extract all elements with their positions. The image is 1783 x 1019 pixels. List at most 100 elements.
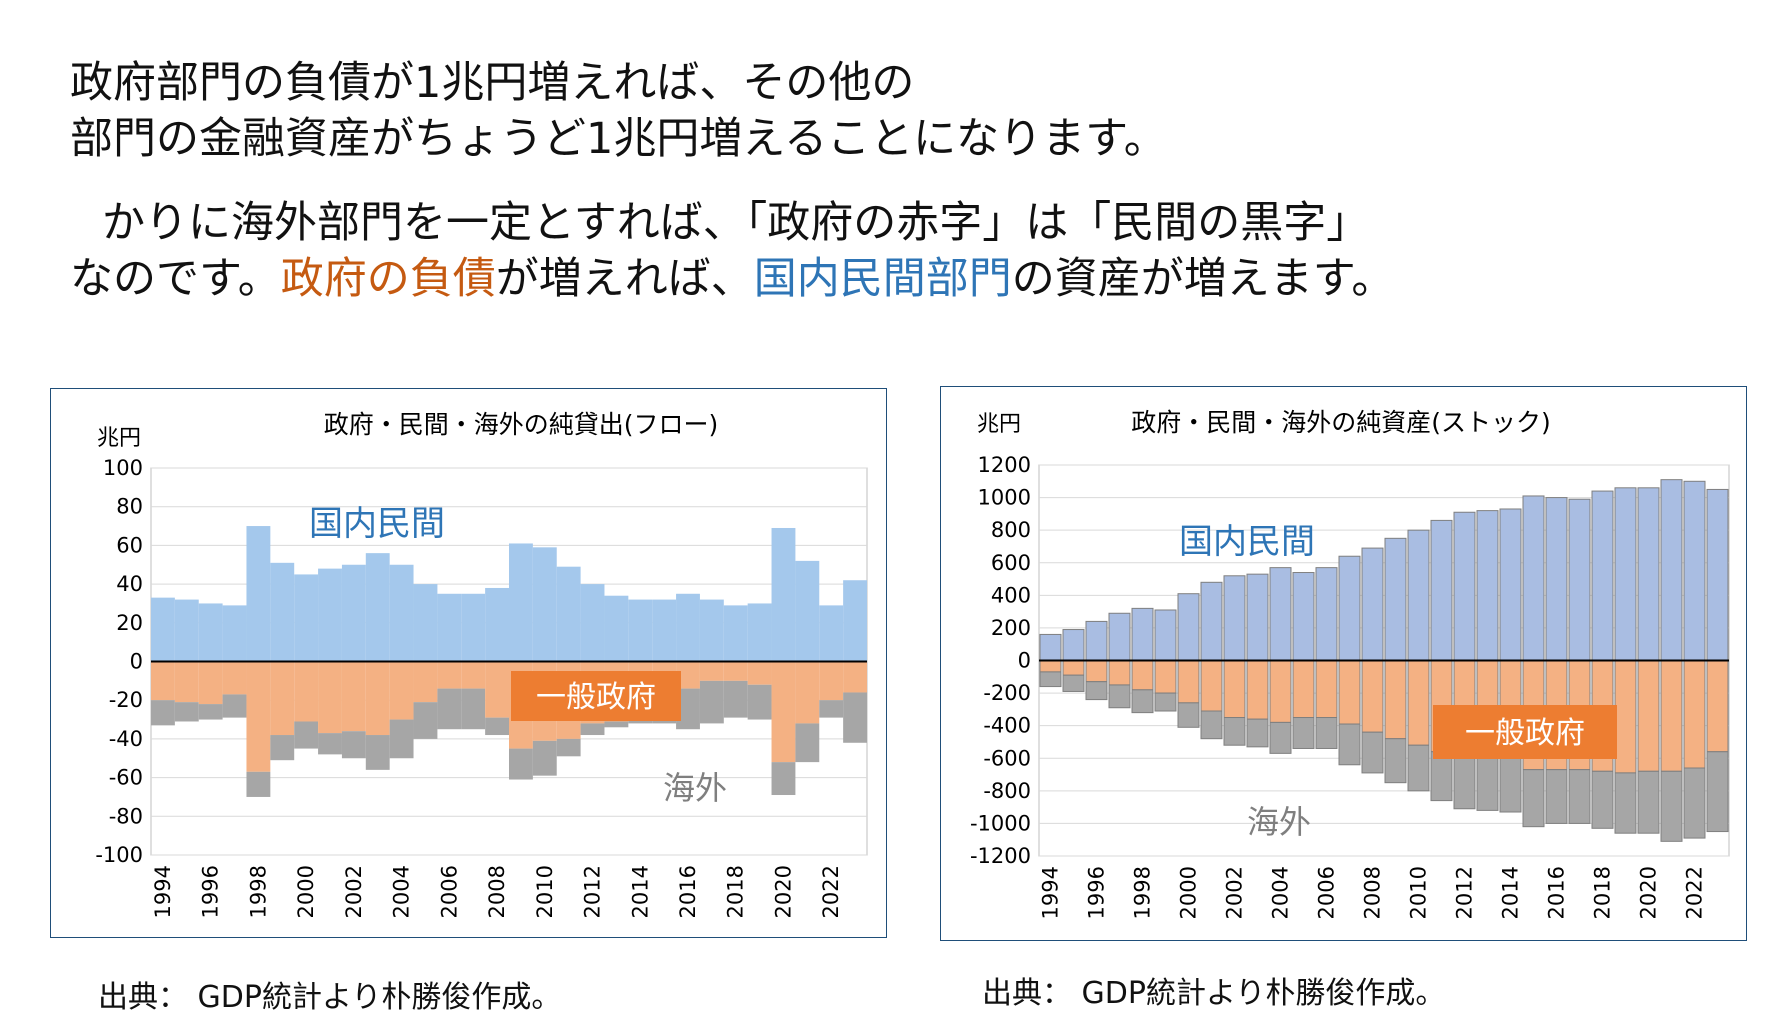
headline-line-4-part-a: なのです。 <box>70 254 281 304</box>
bar-government-1999 <box>1154 660 1177 694</box>
bar-private-2022 <box>1683 480 1706 661</box>
y-tick-label: -400 <box>983 714 1031 738</box>
bar-overseas-2014 <box>1499 757 1522 813</box>
bar-private-1999 <box>1154 609 1177 661</box>
x-tick-label-2004: 2004 <box>390 865 414 918</box>
bar-private-2010 <box>1407 529 1430 661</box>
bar-government-2020 <box>1637 660 1660 772</box>
bar-private-2001 <box>318 568 342 662</box>
bar-overseas-2002 <box>1223 717 1246 746</box>
bar-private-2021 <box>795 560 820 662</box>
bar-overseas-2010 <box>1407 744 1430 792</box>
x-tick-label-1996: 1996 <box>1085 866 1109 919</box>
bar-private-2006 <box>437 593 462 662</box>
bar-government-2007 <box>461 661 486 689</box>
bar-private-2008 <box>485 587 509 662</box>
bar-private-1994 <box>151 597 175 662</box>
bar-overseas-2002 <box>341 731 366 759</box>
headline-line-1: 政府部門の負債が1兆円増えれば、その他の <box>70 58 915 108</box>
bar-private-2020 <box>771 527 796 662</box>
bar-overseas-2022 <box>1683 767 1706 839</box>
bar-overseas-1997 <box>222 694 247 718</box>
annotation-government-box <box>511 671 681 721</box>
y-tick-label: 800 <box>991 518 1031 542</box>
x-tick-label-2002: 2002 <box>342 865 366 918</box>
bar-private-2022 <box>819 605 844 662</box>
bar-overseas-1996 <box>198 704 223 720</box>
y-tick-label: -200 <box>983 681 1031 705</box>
bar-private-2001 <box>1200 581 1223 661</box>
y-tick-label: -1000 <box>970 811 1031 835</box>
bar-overseas-2013 <box>1476 754 1499 811</box>
bar-overseas-2012 <box>580 723 605 736</box>
x-tick-label-2014: 2014 <box>1499 866 1523 919</box>
y-tick-label: 60 <box>116 533 143 557</box>
headline-line-4-part-e: の資産が増えます。 <box>1011 254 1395 304</box>
bar-overseas-2005 <box>413 702 438 739</box>
private-sector-highlight: 国内民間部門 <box>753 254 1012 304</box>
bar-government-1997 <box>222 661 247 695</box>
bar-private-2008 <box>1361 547 1384 661</box>
x-tick-label-2020: 2020 <box>771 865 795 918</box>
bar-government-2016 <box>676 661 700 689</box>
bar-overseas-2008 <box>1361 731 1384 774</box>
bar-private-2015 <box>652 599 677 662</box>
bar-government-2000 <box>1177 660 1200 704</box>
y-tick-label: 80 <box>116 495 143 519</box>
x-tick-label-2010: 2010 <box>533 865 557 918</box>
bar-government-2006 <box>1315 660 1338 719</box>
bar-overseas-2003 <box>365 735 390 770</box>
y-tick-label: -600 <box>983 746 1031 770</box>
bar-private-2019 <box>1614 487 1637 661</box>
annotation-overseas: 海外 <box>1247 803 1311 841</box>
bar-private-2007 <box>461 593 486 662</box>
bar-overseas-2012 <box>1453 752 1476 810</box>
bar-overseas-2015 <box>1522 769 1545 828</box>
bar-private-1996 <box>1085 620 1108 661</box>
bar-government-2002 <box>1223 660 1246 719</box>
bar-private-2023 <box>1706 488 1729 661</box>
bar-overseas-1998 <box>1131 689 1154 714</box>
bar-overseas-2006 <box>1315 717 1338 749</box>
x-tick-label-2000: 2000 <box>1177 866 1201 919</box>
x-tick-label-2022: 2022 <box>819 865 843 918</box>
bar-overseas-2011 <box>1430 751 1453 802</box>
bar-private-2017 <box>1568 498 1591 662</box>
unit-label: 兆円 <box>977 412 1021 437</box>
x-tick-label-2010: 2010 <box>1407 866 1431 919</box>
y-tick-label: 0 <box>130 650 143 674</box>
source-note-left: 出典： GDP統計より朴勝俊作成。 <box>98 980 562 1015</box>
bar-government-2001 <box>1200 660 1223 712</box>
headline-line-4: なのです。政府の負債が増えれば、国内民間部門の資産が増えます。 <box>70 258 1394 301</box>
y-tick-label: -800 <box>983 779 1031 803</box>
bar-private-2018 <box>723 605 748 662</box>
bar-private-2004 <box>1269 567 1292 661</box>
bar-overseas-2005 <box>1292 717 1315 749</box>
x-tick-label-2002: 2002 <box>1223 866 1247 919</box>
bar-private-2012 <box>580 584 605 662</box>
stock-chart: 120010008006004002000-200-400-600-800-10… <box>970 408 1730 919</box>
x-tick-label-2012: 2012 <box>581 865 605 918</box>
bar-private-1999 <box>270 562 295 662</box>
bar-private-2021 <box>1660 479 1683 661</box>
stock-chart-panel: 1200 1000 800 600 400 200 0 -200 -400 -600 -800 -10… <box>940 386 1747 941</box>
y-tick-label: -40 <box>109 727 143 751</box>
bar-private-1998 <box>1131 607 1154 662</box>
bar-private-2004 <box>389 564 414 662</box>
bar-private-2023 <box>843 580 867 662</box>
bar-overseas-2018 <box>1591 770 1614 829</box>
bar-overseas-1999 <box>270 735 295 761</box>
bar-private-2003 <box>365 553 390 662</box>
x-tick-label-2016: 2016 <box>1545 866 1569 919</box>
bar-private-2013 <box>604 595 629 662</box>
bar-private-2013 <box>1476 510 1499 661</box>
x-tick-label-2014: 2014 <box>628 865 652 918</box>
bar-overseas-2013 <box>604 721 629 728</box>
bar-private-2005 <box>413 584 438 662</box>
bar-overseas-1996 <box>1085 681 1108 701</box>
bar-private-2017 <box>699 599 724 662</box>
bar-overseas-1994 <box>151 700 175 726</box>
bar-government-2021 <box>795 661 820 724</box>
bar-government-2008 <box>485 661 509 718</box>
bar-overseas-2016 <box>1545 769 1568 824</box>
